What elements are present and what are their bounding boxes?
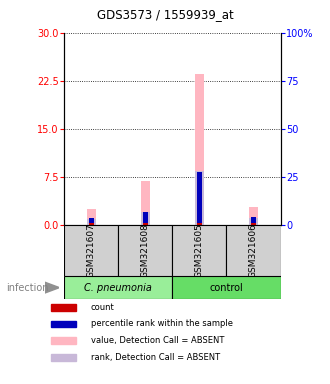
Bar xyxy=(64,225,118,276)
Text: control: control xyxy=(210,283,243,293)
Bar xyxy=(197,172,202,223)
Text: GDS3573 / 1559939_at: GDS3573 / 1559939_at xyxy=(97,8,233,21)
Bar xyxy=(195,171,204,225)
Bar xyxy=(51,304,77,311)
Text: C. pneumonia: C. pneumonia xyxy=(84,283,152,293)
Bar xyxy=(143,223,148,225)
Bar xyxy=(197,223,202,225)
Bar xyxy=(248,207,258,225)
Text: value, Detection Call = ABSENT: value, Detection Call = ABSENT xyxy=(91,336,224,345)
Text: GSM321606: GSM321606 xyxy=(249,223,258,278)
Bar xyxy=(51,321,77,327)
Text: GSM321607: GSM321607 xyxy=(87,223,96,278)
Bar xyxy=(195,74,204,225)
Text: percentile rank within the sample: percentile rank within the sample xyxy=(91,319,233,328)
Bar xyxy=(143,212,148,223)
Bar xyxy=(86,209,96,225)
Bar xyxy=(249,218,258,225)
Bar xyxy=(64,276,173,299)
Bar xyxy=(173,276,280,299)
Bar xyxy=(141,181,150,225)
Text: infection: infection xyxy=(7,283,49,293)
Text: GSM321608: GSM321608 xyxy=(141,223,150,278)
Bar xyxy=(89,218,93,223)
Text: rank, Detection Call = ABSENT: rank, Detection Call = ABSENT xyxy=(91,353,220,362)
Bar xyxy=(87,219,96,225)
Bar xyxy=(226,225,280,276)
Text: count: count xyxy=(91,303,115,312)
Bar xyxy=(251,217,256,223)
Bar xyxy=(141,212,150,225)
Bar xyxy=(51,338,77,344)
Bar xyxy=(251,223,256,225)
Bar xyxy=(51,354,77,361)
Bar xyxy=(173,225,226,276)
Bar xyxy=(89,223,93,225)
Bar xyxy=(118,225,173,276)
Text: GSM321605: GSM321605 xyxy=(195,223,204,278)
Polygon shape xyxy=(45,282,59,293)
